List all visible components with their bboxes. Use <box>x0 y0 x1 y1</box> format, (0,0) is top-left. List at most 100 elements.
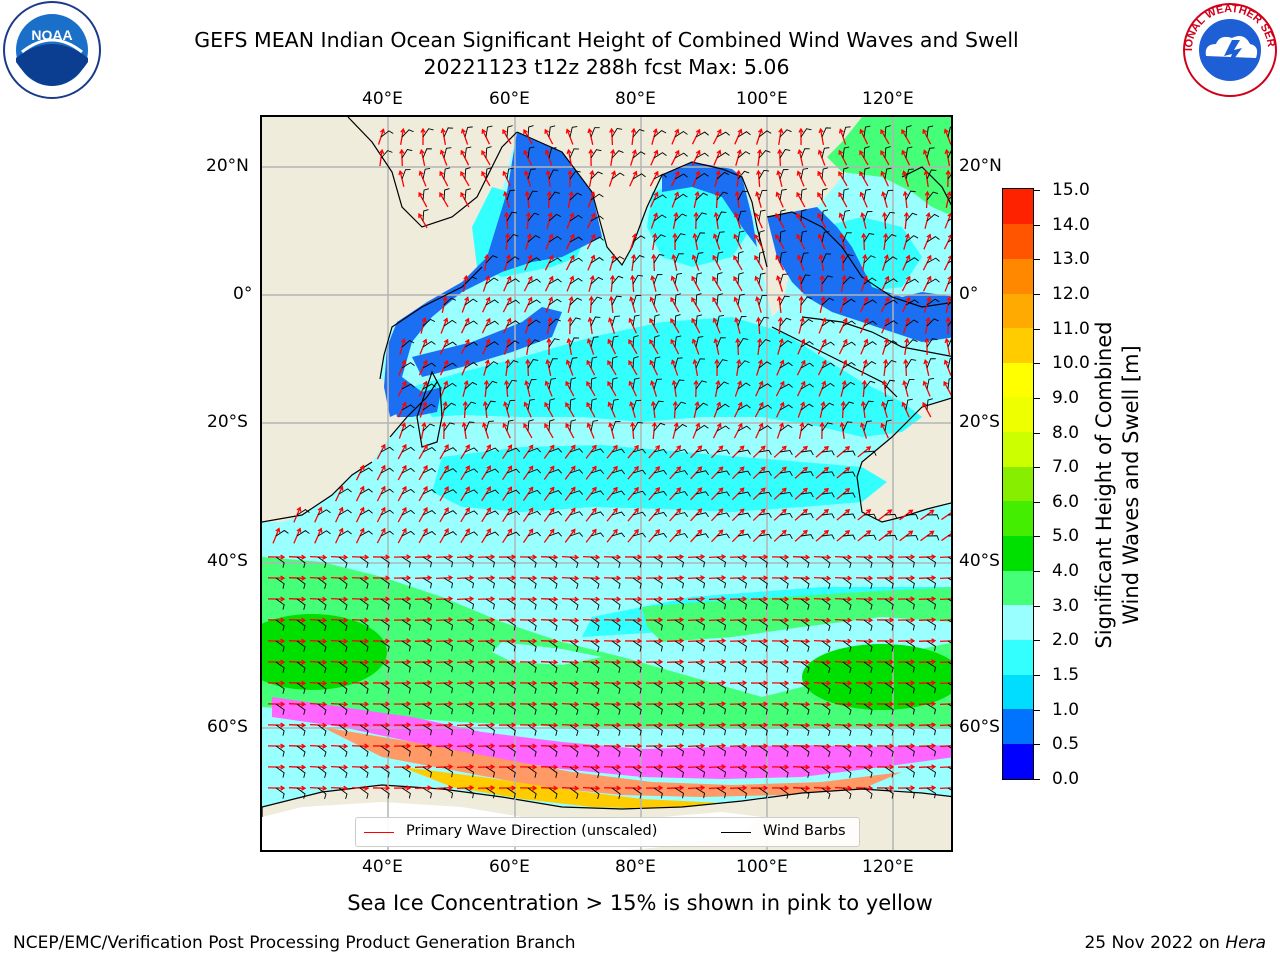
wave-direction-arrowhead <box>443 338 449 344</box>
wave-direction-arrowhead <box>695 149 701 155</box>
wave-direction-arrowhead <box>343 764 349 770</box>
wind-barb <box>800 492 814 498</box>
wave-direction-arrowhead <box>672 232 678 238</box>
wave-direction-arrowhead <box>931 575 937 581</box>
wind-barb <box>716 640 727 652</box>
wave-direction-arrow <box>939 640 951 643</box>
wave-direction-arrowhead <box>427 743 433 749</box>
wind-barb <box>926 257 940 264</box>
wave-direction-arrowhead <box>565 359 571 365</box>
wave-direction-arrowhead <box>462 400 468 406</box>
wave-direction-arrowhead <box>448 617 454 623</box>
wind-barb <box>401 169 411 180</box>
wave-direction-arrowhead <box>826 764 832 770</box>
wave-direction-arrowhead <box>507 444 513 450</box>
wind-barb <box>653 703 663 715</box>
wind-barb <box>863 361 877 369</box>
wave-direction-arrowhead <box>880 149 885 156</box>
wind-barb <box>275 598 285 610</box>
wave-direction-arrowhead <box>630 127 637 133</box>
wind-barb <box>821 640 831 652</box>
wave-direction-arrowhead <box>610 148 616 155</box>
wave-direction-arrowhead <box>712 296 717 303</box>
wave-direction-arrowhead <box>443 380 449 386</box>
wind-barb <box>800 423 813 432</box>
wave-direction-arrowhead <box>929 509 935 515</box>
wind-barb <box>275 745 285 757</box>
wind-barb <box>422 468 436 474</box>
colorbar-tick-label: 7.0 <box>1052 457 1080 478</box>
wave-direction-arrowhead <box>586 338 592 344</box>
wave-direction-arrowhead <box>553 680 559 686</box>
wind-barb <box>380 577 390 589</box>
wind-barb <box>821 492 835 498</box>
wave-direction-arrowhead <box>385 596 391 602</box>
wind-barb <box>527 379 537 390</box>
wave-direction-arrowhead <box>763 764 769 770</box>
wind-barb <box>401 383 415 390</box>
wind-barb <box>674 379 685 390</box>
wave-direction-arrowhead <box>695 128 701 134</box>
wind-barb <box>800 661 810 673</box>
wave-direction-arrowhead <box>343 722 349 728</box>
wind-barb <box>506 661 516 673</box>
wave-direction-arrowhead <box>943 380 949 386</box>
wind-barb <box>884 661 894 673</box>
wave-direction-arrowhead <box>905 317 911 323</box>
wind-barb <box>905 745 915 757</box>
wind-barb <box>695 619 706 631</box>
wave-direction-arrowhead <box>923 169 929 176</box>
wind-barb <box>359 598 369 610</box>
wave-direction-arrowhead <box>637 638 643 644</box>
wave-direction-arrowhead <box>587 127 593 134</box>
wind-barb <box>737 170 750 180</box>
wave-direction-arrowhead <box>380 443 386 449</box>
wind-barb <box>485 489 500 495</box>
wave-direction-arrowhead <box>737 128 743 134</box>
wind-barb <box>548 448 563 453</box>
wave-direction-arrowhead <box>628 380 634 386</box>
wind-barb <box>863 420 872 432</box>
wind-barb <box>737 230 745 243</box>
wave-direction-arrowhead <box>713 211 719 218</box>
wave-direction-arrowhead <box>511 554 517 560</box>
wind-barb <box>737 577 747 589</box>
wind-barb <box>779 640 789 652</box>
wave-direction-arrowhead <box>679 680 685 686</box>
wave-direction-arrowhead <box>400 338 406 344</box>
wind-barb <box>884 534 898 541</box>
wave-direction-arrowhead <box>553 785 559 791</box>
wind-barb <box>548 490 563 495</box>
wave-direction-arrowhead <box>739 487 745 493</box>
wind-barb <box>317 556 327 568</box>
wind-barb <box>275 787 285 799</box>
wind-barb <box>611 745 621 757</box>
wave-direction-arrowhead <box>401 380 407 386</box>
wave-direction-arrowhead <box>469 722 475 728</box>
wave-direction-arrowhead <box>532 722 538 728</box>
wind-barb <box>422 340 436 348</box>
wave-direction-arrowhead <box>448 554 454 560</box>
wave-direction-arrowhead <box>817 233 823 239</box>
wave-direction-arrowhead <box>889 554 895 560</box>
wave-direction-arrowhead <box>280 575 286 581</box>
wave-direction-arrowhead <box>574 722 580 728</box>
colorbar-tick-label: 9.0 <box>1052 387 1080 408</box>
wave-direction-arrowhead <box>931 743 937 749</box>
wave-direction-arrowhead <box>525 358 531 364</box>
wind-barb <box>443 531 457 537</box>
wave-direction-arrowhead <box>322 764 328 770</box>
wind-barb <box>485 682 495 694</box>
wind-barb <box>947 787 951 791</box>
wind-barb <box>443 640 454 652</box>
wave-direction-arrowhead <box>721 785 727 791</box>
wind-barb <box>527 745 537 757</box>
wind-barb <box>548 703 558 715</box>
wind-barb <box>947 357 951 369</box>
wave-direction-arrowhead <box>713 337 719 344</box>
wind-barb <box>716 191 729 201</box>
wave-direction-arrowhead <box>595 701 601 707</box>
wind-barb <box>443 787 454 799</box>
wave-direction-arrowhead <box>448 785 454 791</box>
wind-barb <box>884 577 894 589</box>
